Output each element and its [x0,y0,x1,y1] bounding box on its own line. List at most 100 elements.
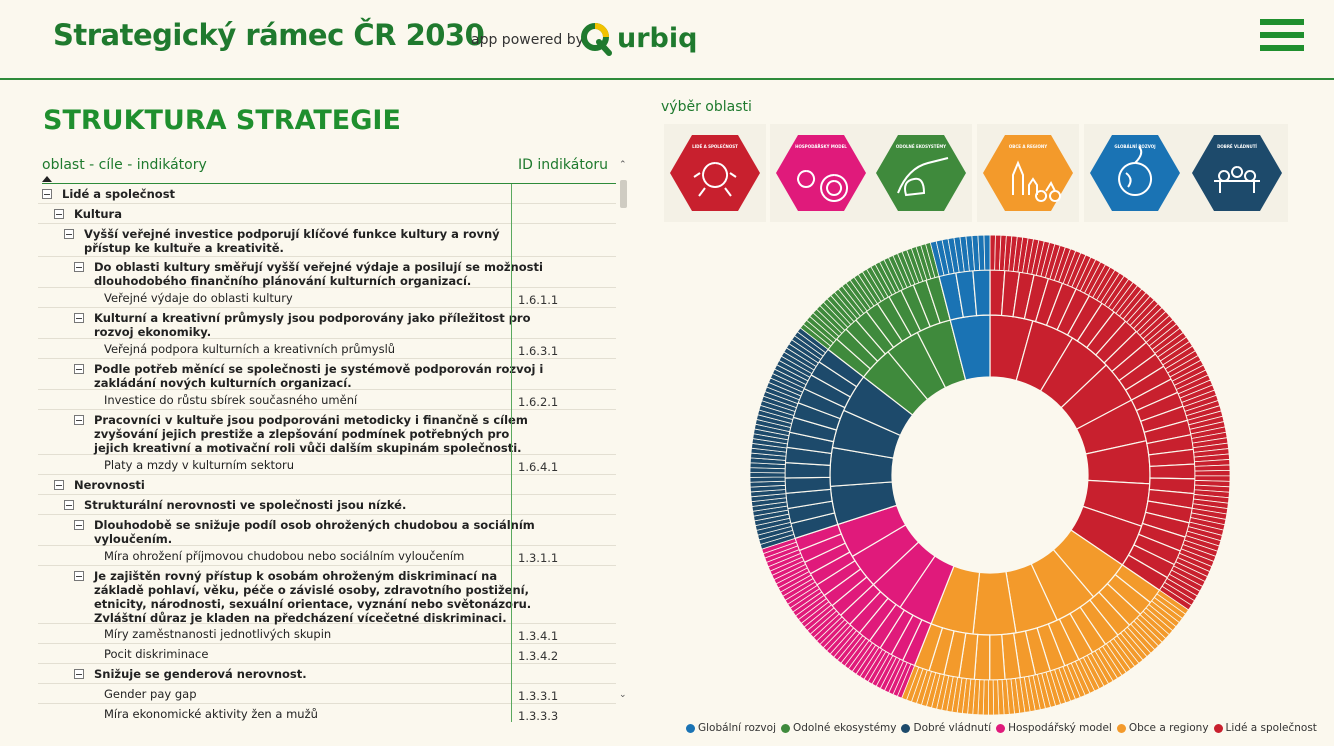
sunburst-segment[interactable] [749,476,786,483]
collapse-toggle-icon[interactable] [74,313,84,323]
sunburst-segment[interactable] [749,472,786,478]
legend-dot [996,723,1006,733]
legend-item[interactable]: Globální rozvoj [686,722,776,734]
indicator-row[interactable]: Gender pay gap 1.3.3.1 [38,684,616,704]
table-header: oblast - cíle - indikátory ID indikátoru [42,156,616,184]
legend-item[interactable]: Hospodářský model [996,722,1112,734]
logo-text: urbiq [617,22,698,54]
sunburst-segment[interactable] [989,633,1006,681]
hamburger-menu-icon[interactable] [1260,19,1304,55]
area-tile[interactable]: GLOBÁLNÍ ROZVOJ [1084,124,1186,222]
tree-group-row[interactable]: Vyšší veřejné investice podporují klíčov… [38,224,616,257]
scroll-up-icon[interactable]: ⌃ [619,160,627,170]
indicator-row[interactable]: Míra ekonomické aktivity žen a mužů 1.3.3… [38,704,616,722]
tree-group-row[interactable]: Kulturní a kreativní průmysly jsou podpo… [38,308,616,339]
area-tile[interactable]: HOSPODÁŘSKÝ MODEL [770,124,872,222]
legend-dot [780,723,790,733]
indicator-row[interactable]: Veřejné výdaje do oblasti kultury 1.6.1.1 [38,288,616,308]
tree-group-row[interactable]: Pracovníci v kultuře jsou podporováni me… [38,410,616,455]
indicator-id: 1.6.4.1 [518,460,559,474]
legend-label: Obce a regiony [1128,722,1209,734]
row-label: Je zajištěn rovný přístup k osobám ohrož… [94,569,532,625]
area-tile-label: HOSPODÁŘSKÝ MODEL [795,144,847,149]
column-header-name[interactable]: oblast - cíle - indikátory [42,157,207,173]
tree-group-row[interactable]: Nerovnosti [38,475,616,495]
indicator-row[interactable]: Pocit diskriminace 1.3.4.2 [38,644,616,664]
area-tile-label: ODOLNÉ EKOSYSTÉMY [896,144,946,149]
indicator-row[interactable]: Míry zaměstnanosti jednotlivých skupin 1.… [38,624,616,644]
sunburst-segment[interactable] [1194,469,1231,477]
area-tile[interactable]: ODOLNÉ EKOSYSTÉMY [870,124,972,222]
collapse-toggle-icon[interactable] [74,262,84,272]
indicator-row[interactable]: Investice do růstu sbírek současného umě… [38,390,616,410]
pictogram [797,170,849,202]
column-header-id[interactable]: ID indikátoru [518,157,609,173]
collapse-toggle-icon[interactable] [74,669,84,679]
collapse-toggle-icon[interactable] [54,209,64,219]
collapse-toggle-icon[interactable] [74,415,84,425]
row-label: Veřejné výdaje do oblasti kultury [104,291,293,305]
sunburst-chart[interactable] [740,230,1240,720]
collapse-toggle-icon[interactable] [64,500,74,510]
pictogram [1214,166,1260,193]
row-label: Míra ohrožení příjmovou chudobou nebo so… [104,549,465,563]
indicator-row[interactable]: Míra ohrožení příjmovou chudobou nebo so… [38,546,616,566]
tree-group-row[interactable]: Do oblasti kultury směřují vyšší veřejné… [38,257,616,288]
legend-item[interactable]: Dobré vládnutí [901,722,991,734]
row-label: Gender pay gap [104,687,197,701]
people-table-icon: DOBRÉ VLÁDNUTÍ [1192,135,1282,211]
indicator-row[interactable]: Veřejná podpora kulturních a kreativních… [38,339,616,359]
collapse-toggle-icon[interactable] [54,480,64,490]
row-label: Míra ekonomické aktivity žen a mužů [104,707,318,721]
sunburst-segment[interactable] [1149,463,1196,480]
legend-dot [901,723,911,733]
row-label: Pracovníci v kultuře jsou podporováni me… [94,413,528,455]
legend-label: Globální rozvoj [698,722,776,734]
collapse-toggle-icon[interactable] [64,229,74,239]
indicator-id: 1.6.3.1 [518,344,559,358]
pictogram [693,162,737,197]
tree-group-row[interactable]: Kultura [38,204,616,224]
collapse-toggle-icon[interactable] [74,520,84,530]
tree-group-row[interactable]: Strukturální nerovnosti ve společnosti j… [38,495,616,515]
collapse-toggle-icon[interactable] [42,189,52,199]
collapse-toggle-icon[interactable] [74,571,84,581]
area-tile[interactable]: DOBRÉ VLÁDNUTÍ [1186,124,1288,222]
row-label: Platy a mzdy v kulturním sektoru [104,458,295,472]
scroll-down-icon[interactable]: ⌄ [619,690,627,700]
sunburst-segment[interactable] [988,679,995,716]
strategy-tree-table: Lidé a společnost Kultura Vyšší veřejné in… [38,184,616,722]
tree-group-row[interactable]: Je zajištěn rovný přístup k osobám ohrož… [38,566,616,625]
indicator-id: 1.3.3.1 [518,689,559,703]
sunburst-segment[interactable] [983,234,991,271]
table-scrollbar[interactable]: ⌃ ⌄ [618,160,629,720]
tree-group-row[interactable]: Podle potřeb měnící se společnosti je sy… [38,359,616,390]
hexagon-shape [776,135,866,211]
sort-ascending-icon[interactable] [42,176,52,182]
row-label: Kulturní a kreativní průmysly jsou podpo… [94,311,531,339]
cat-branch-icon: ODOLNÉ EKOSYSTÉMY [876,135,966,211]
sunburst-segment[interactable] [992,679,1000,716]
row-label: Veřejná podpora kulturních a kreativních… [104,342,396,356]
urbiq-logo[interactable]: urbiq [580,21,697,57]
hexagon-shape [983,135,1073,211]
legend-item[interactable]: Obce a regiony [1116,722,1209,734]
area-tile-label: OBCE A REGIONY [1009,144,1047,149]
tree-group-row[interactable]: Snižuje se genderová nerovnost. [38,664,616,684]
area-tile[interactable]: OBCE A REGIONY [977,124,1079,222]
scroll-thumb[interactable] [620,180,627,208]
legend-item[interactable]: Odolné ekosystémy [780,722,897,734]
gears-icon: HOSPODÁŘSKÝ MODEL [776,135,866,211]
tree-group-row[interactable]: Lidé a společnost [38,184,616,204]
row-label: Míry zaměstnanosti jednotlivých skupin [104,627,332,641]
pictogram [1012,160,1062,202]
legend-item[interactable]: Lidé a společnost [1213,722,1317,734]
area-tile[interactable]: LIDÉ A SPOLEČNOST [664,124,766,222]
tree-group-row[interactable]: Dlouhodobě se snižuje podíl osob ohrožen… [38,515,616,546]
collapse-toggle-icon[interactable] [74,364,84,374]
indicator-row[interactable]: Platy a mzdy v kulturním sektoru 1.6.4.1 [38,455,616,475]
legend-label: Odolné ekosystémy [792,722,897,734]
legend-dot [1116,723,1126,733]
row-label: Podle potřeb měnící se společnosti je sy… [94,362,544,390]
hexagon-shape [1192,135,1282,211]
